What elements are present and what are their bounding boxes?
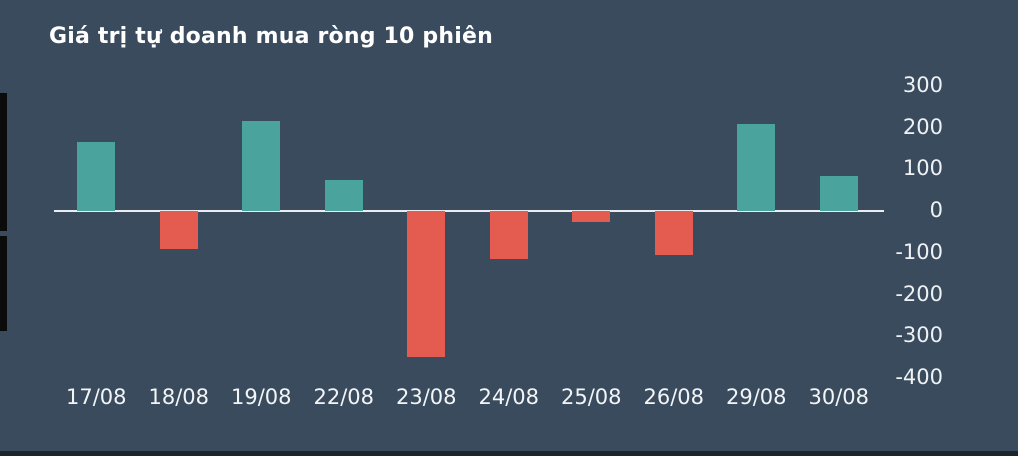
x-axis-label: 17/08 xyxy=(65,385,127,409)
chart-title: Giá trị tự doanh mua ròng 10 phiên xyxy=(49,24,493,49)
left-edge-artifact xyxy=(0,236,7,331)
y-axis-label: -400 xyxy=(895,365,943,389)
x-axis-label: 24/08 xyxy=(478,385,540,409)
bottom-border xyxy=(0,451,1018,456)
left-edge-artifact xyxy=(0,93,7,231)
x-axis-label: 22/08 xyxy=(313,385,375,409)
y-axis-label: 100 xyxy=(902,156,943,181)
y-axis-label: 200 xyxy=(902,114,943,139)
x-axis-label: 18/08 xyxy=(148,385,210,409)
bar-23/08[interactable] xyxy=(407,211,446,358)
x-axis-label: 23/08 xyxy=(395,385,457,409)
zero-axis-line xyxy=(54,210,884,213)
y-axis-label: -100 xyxy=(895,239,943,264)
bar-22/08[interactable] xyxy=(324,179,363,212)
bar-24/08[interactable] xyxy=(489,211,528,260)
bar-18/08[interactable] xyxy=(159,211,198,249)
x-axis-label: 29/08 xyxy=(725,385,787,409)
x-axis-label: 26/08 xyxy=(643,385,705,409)
x-axis-label: 30/08 xyxy=(808,385,870,409)
y-axis-label: -200 xyxy=(895,281,943,306)
bar-26/08[interactable] xyxy=(654,211,693,255)
y-axis-label: 300 xyxy=(902,73,943,97)
bar-29/08[interactable] xyxy=(737,123,776,212)
y-axis-label: -300 xyxy=(895,323,943,348)
bar-19/08[interactable] xyxy=(242,121,281,212)
x-axis-label: 25/08 xyxy=(560,385,622,409)
y-axis-label: 0 xyxy=(929,198,943,223)
bar-30/08[interactable] xyxy=(819,175,858,212)
bar-17/08[interactable] xyxy=(77,142,116,212)
x-axis-label: 19/08 xyxy=(230,385,292,409)
bar-25/08[interactable] xyxy=(572,211,611,222)
